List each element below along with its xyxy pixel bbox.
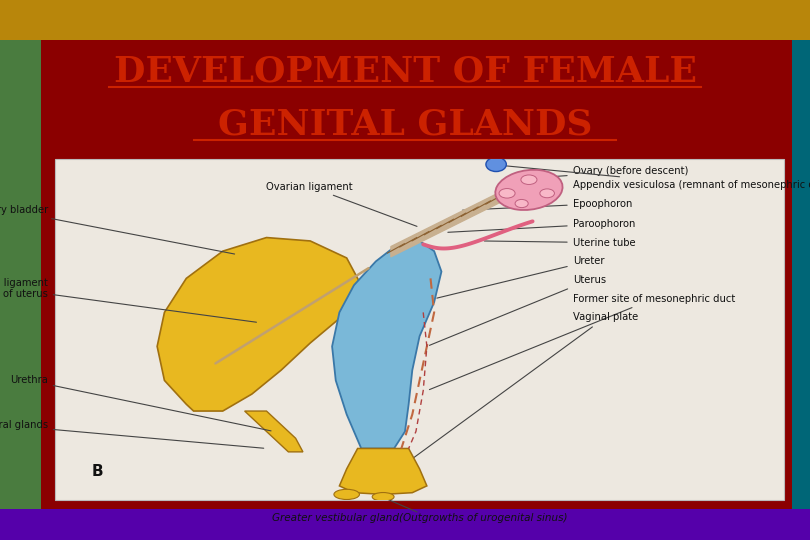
Text: GENITAL GLANDS: GENITAL GLANDS bbox=[218, 107, 592, 141]
Bar bbox=[0, 509, 810, 540]
Text: Paroophoron: Paroophoron bbox=[448, 219, 635, 232]
Text: Uterine tube: Uterine tube bbox=[484, 238, 635, 248]
Text: Round ligament
of uterus: Round ligament of uterus bbox=[0, 278, 257, 322]
PathPatch shape bbox=[157, 238, 361, 411]
Text: Urethra: Urethra bbox=[10, 375, 271, 431]
Text: B: B bbox=[92, 464, 103, 478]
Text: Appendix vesiculosa (remnant of mesonephric duct): Appendix vesiculosa (remnant of mesoneph… bbox=[504, 166, 810, 190]
Ellipse shape bbox=[539, 189, 554, 198]
Ellipse shape bbox=[495, 170, 563, 210]
Text: Uterus: Uterus bbox=[429, 275, 606, 346]
Bar bbox=[55, 159, 784, 500]
Text: Vaginal plate: Vaginal plate bbox=[389, 313, 638, 476]
PathPatch shape bbox=[245, 411, 303, 452]
Ellipse shape bbox=[515, 199, 528, 207]
Bar bbox=[0, 40, 40, 509]
PathPatch shape bbox=[332, 241, 441, 448]
Text: Ovary (before descent): Ovary (before descent) bbox=[535, 166, 688, 178]
Text: Paraurethral glands: Paraurethral glands bbox=[0, 420, 264, 448]
Text: Greater vestibular gland(Outgrowths of urogenital sinus): Greater vestibular gland(Outgrowths of u… bbox=[272, 513, 567, 523]
Ellipse shape bbox=[372, 492, 394, 501]
Text: Former site of mesonephric duct: Former site of mesonephric duct bbox=[429, 294, 735, 389]
Ellipse shape bbox=[334, 489, 360, 500]
Text: Ovarian ligament: Ovarian ligament bbox=[266, 181, 417, 226]
Bar bbox=[0, 0, 810, 40]
Bar bbox=[792, 40, 810, 509]
Ellipse shape bbox=[521, 175, 537, 185]
Text: Epoophoron: Epoophoron bbox=[463, 199, 632, 210]
Ellipse shape bbox=[486, 157, 506, 172]
Text: Ureter: Ureter bbox=[437, 256, 604, 298]
Ellipse shape bbox=[499, 188, 515, 198]
Text: Urinary bladder: Urinary bladder bbox=[0, 205, 235, 254]
PathPatch shape bbox=[339, 448, 427, 495]
Text: DEVELOPMENT OF FEMALE: DEVELOPMENT OF FEMALE bbox=[113, 55, 697, 88]
